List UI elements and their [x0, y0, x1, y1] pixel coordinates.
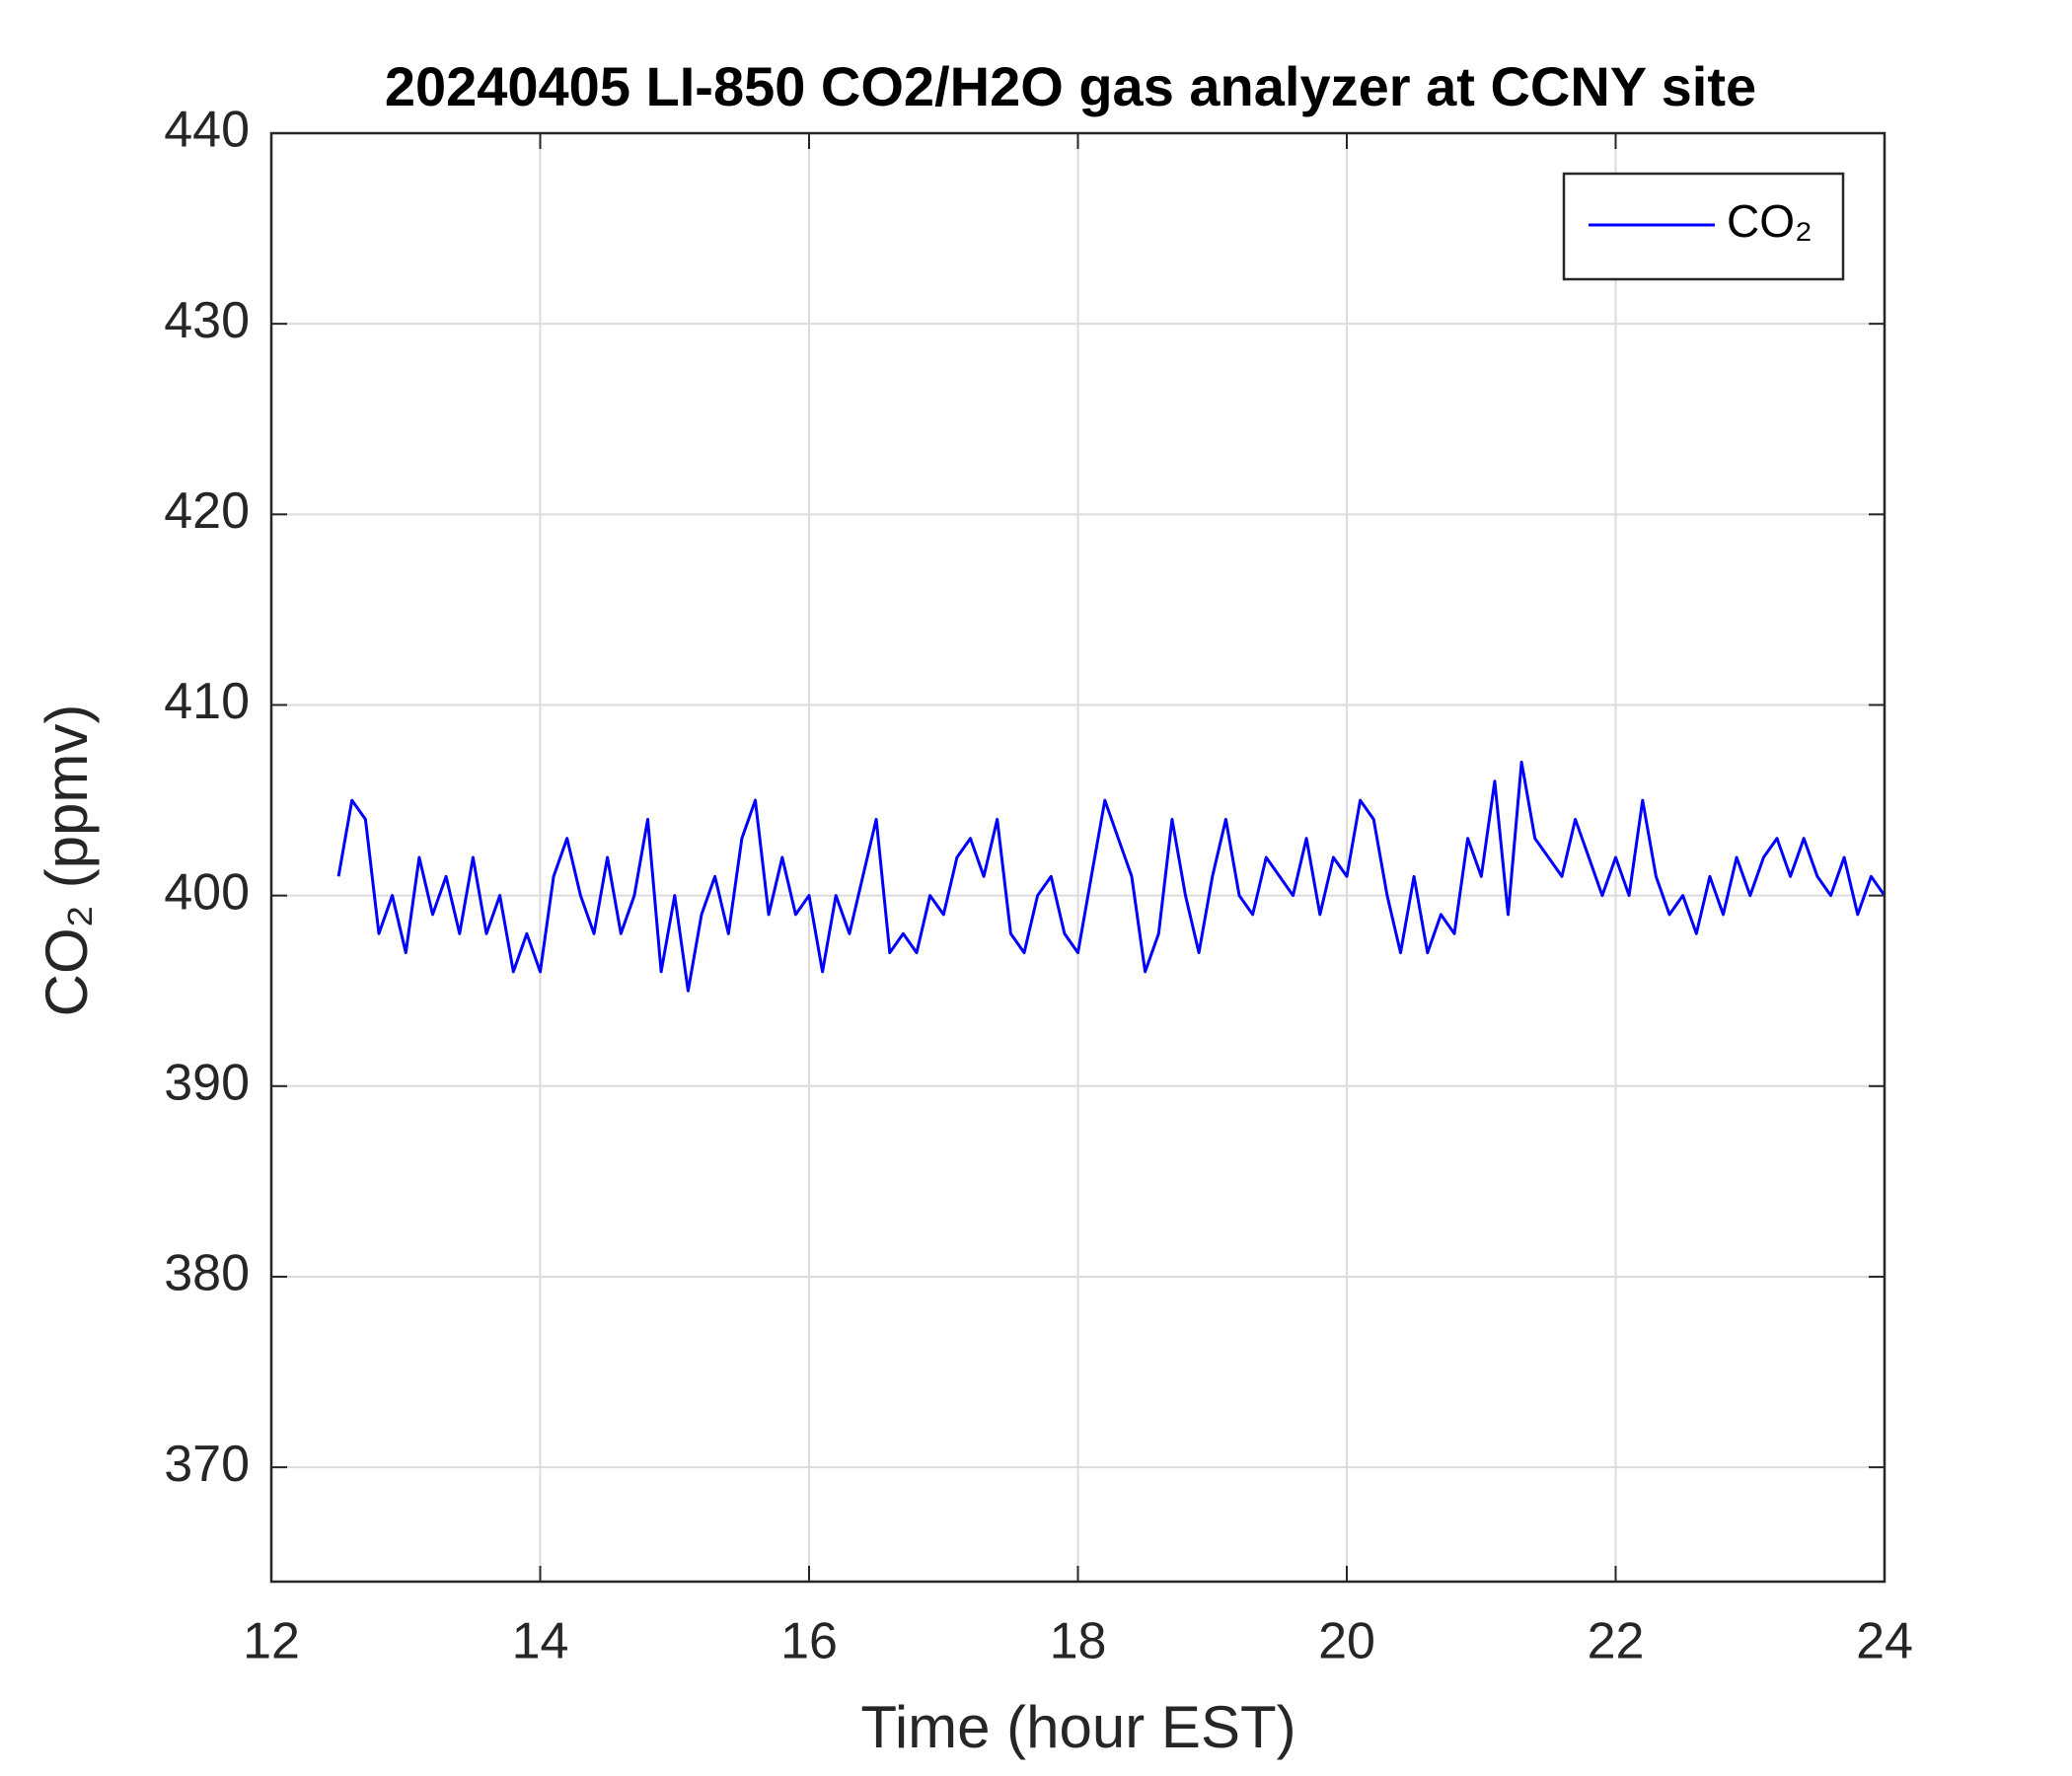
x-tick-label: 16	[780, 1613, 838, 1670]
y-tick-label: 420	[164, 482, 250, 540]
y-tick-label: 440	[164, 102, 250, 159]
y-tick-label: 380	[164, 1245, 250, 1302]
plot-area	[336, 760, 1887, 993]
y-tick-label: 390	[164, 1055, 250, 1112]
chart-title: 20240405 LI-850 CO2/H2O gas analyzer at …	[385, 55, 1756, 117]
y-axis-label: CO₂ (ppmv)	[34, 704, 100, 1017]
y-tick-label: 410	[164, 673, 250, 730]
legend: CO₂	[1562, 172, 1845, 281]
axes-box	[269, 131, 1887, 1584]
x-tick-label: 20	[1318, 1613, 1375, 1670]
x-tick-label: 14	[512, 1613, 569, 1670]
axes: 370 380 390 400 410 420 430 440 12 14 16 18 20 22 24	[164, 102, 1913, 1670]
y-tick-label: 430	[164, 292, 250, 349]
legend-label: CO₂	[1727, 195, 1813, 247]
x-tick-label: 12	[243, 1613, 300, 1670]
x-tick-label: 22	[1588, 1613, 1645, 1670]
x-tick-label: 24	[1856, 1613, 1913, 1670]
data-line	[336, 760, 1887, 993]
y-tick-label: 400	[164, 863, 250, 921]
x-tick-label: 18	[1050, 1613, 1107, 1670]
x-axis-label: Time (hour EST)	[860, 1694, 1295, 1760]
y-tick-label: 370	[164, 1436, 250, 1493]
